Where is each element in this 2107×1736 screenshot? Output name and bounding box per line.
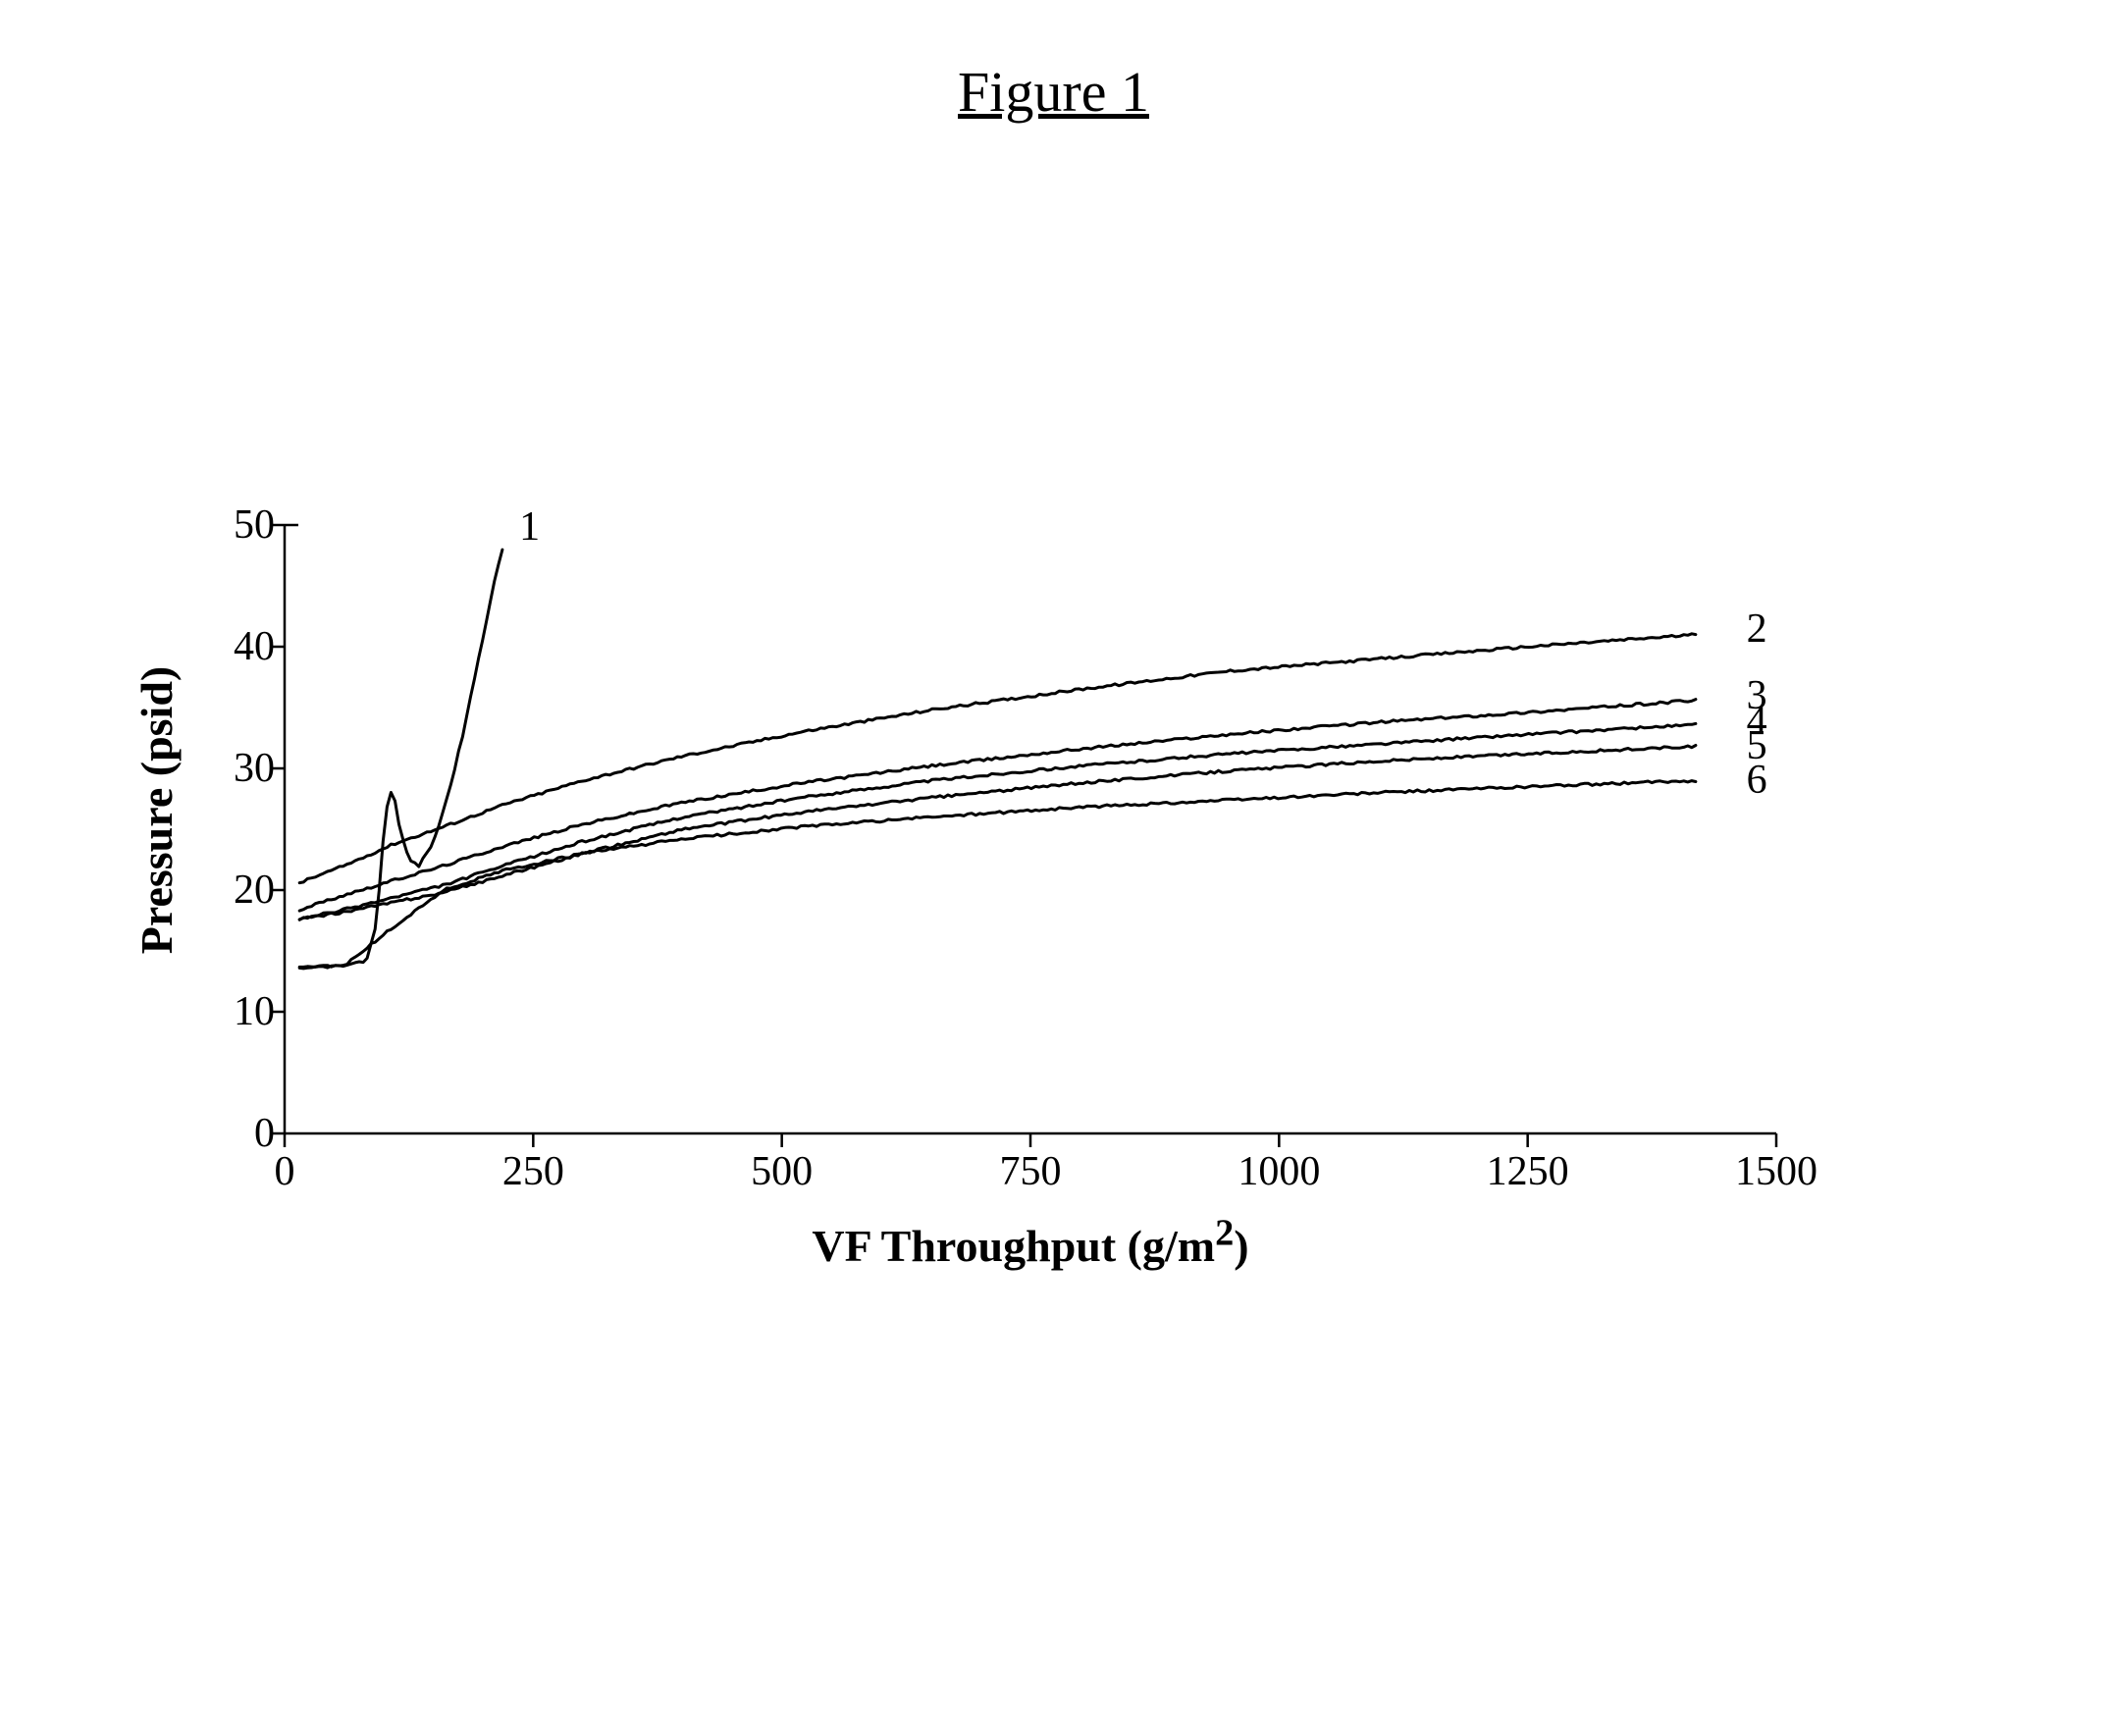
series-s1 xyxy=(299,550,502,968)
x-axis-label-text: VF Throughput (g/m2) xyxy=(812,1221,1248,1271)
y-tick-label: 10 xyxy=(206,988,275,1035)
series-s3 xyxy=(299,700,1696,912)
y-axis-label: Pressure (psid) xyxy=(137,505,177,1114)
x-tick-label: 1250 xyxy=(1469,1148,1587,1195)
x-tick-label: 500 xyxy=(723,1148,841,1195)
series-label-s1: 1 xyxy=(519,503,540,551)
y-tick-label: 30 xyxy=(206,745,275,792)
series-s5 xyxy=(299,746,1696,921)
series-s4 xyxy=(299,723,1696,920)
y-tick-label: 20 xyxy=(206,867,275,914)
series-label-s2: 2 xyxy=(1747,605,1767,653)
x-tick-label: 0 xyxy=(226,1148,343,1195)
y-tick-label: 50 xyxy=(206,501,275,549)
series-label-s6: 6 xyxy=(1747,757,1767,804)
y-tick-label: 40 xyxy=(206,623,275,670)
x-tick-label: 1500 xyxy=(1717,1148,1835,1195)
chart: Pressure (psid) VF Throughput (g/m2) 0 10… xyxy=(118,505,1992,1320)
x-tick-label: 1000 xyxy=(1220,1148,1338,1195)
y-axis-label-text: Pressure (psid) xyxy=(132,665,184,953)
x-axis-label: VF Throughput (g/m2) xyxy=(285,1212,1776,1272)
x-tick-label: 750 xyxy=(972,1148,1089,1195)
x-tick-label: 250 xyxy=(474,1148,592,1195)
chart-svg xyxy=(118,505,1992,1320)
figure-title: Figure 1 xyxy=(0,59,2107,125)
